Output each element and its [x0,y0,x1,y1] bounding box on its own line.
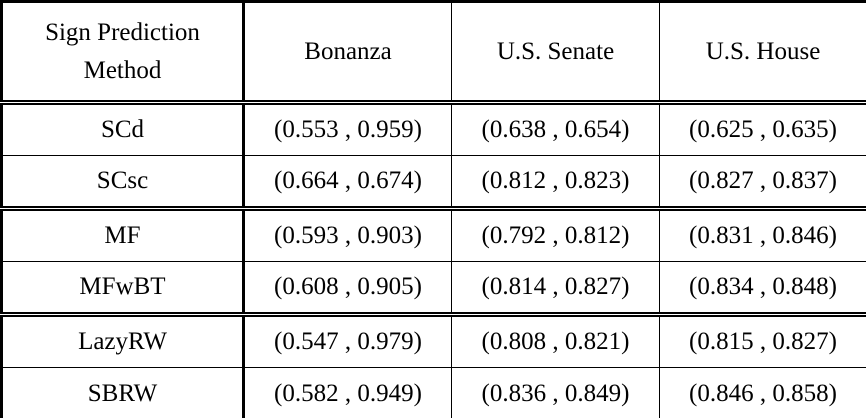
value-cell: (0.815 , 0.827) [659,314,866,368]
value-cell: (0.608 , 0.905) [243,261,452,317]
header-dataset-us-senate: U.S. Senate [451,1,660,105]
value-cell: (0.812 , 0.823) [451,155,660,211]
table-row-scd: SCd (0.553 , 0.959) (0.638 , 0.654) (0.6… [1,102,866,156]
header-method-label: Sign Prediction Method [45,19,200,84]
value-cell: (0.792 , 0.812) [451,208,660,262]
value-cell: (0.664 , 0.674) [243,155,452,211]
header-row: Sign Prediction Method Bonanza U.S. Sena… [1,1,866,105]
table-row-mf: MF (0.593 , 0.903) (0.792 , 0.812) (0.83… [1,208,866,262]
value-cell: (0.831 , 0.846) [659,208,866,262]
table-row-lazyrw: LazyRW (0.547 , 0.979) (0.808 , 0.821) (… [1,314,866,368]
table-row-scsc: SCsc (0.664 , 0.674) (0.812 , 0.823) (0.… [1,155,866,211]
method-label: SCsc [1,155,245,211]
value-cell: (0.808 , 0.821) [451,314,660,368]
value-cell: (0.827 , 0.837) [659,155,866,211]
value-cell: (0.846 , 0.858) [659,367,866,418]
method-label: MFwBT [1,261,245,317]
value-cell: (0.836 , 0.849) [451,367,660,418]
value-cell: (0.582 , 0.949) [243,367,452,418]
header-method-column: Sign Prediction Method [1,1,245,105]
value-cell: (0.553 , 0.959) [243,102,452,156]
method-label: SCd [1,102,245,156]
table-row-sbrw: SBRW (0.582 , 0.949) (0.836 , 0.849) (0.… [1,367,866,418]
header-dataset-bonanza: Bonanza [243,1,452,105]
value-cell: (0.593 , 0.903) [243,208,452,262]
method-label: MF [1,208,245,262]
value-cell: (0.625 , 0.635) [659,102,866,156]
value-cell: (0.834 , 0.848) [659,261,866,317]
header-dataset-us-house: U.S. House [659,1,866,105]
method-label: LazyRW [1,314,245,368]
value-cell: (0.814 , 0.827) [451,261,660,317]
method-label: SBRW [1,367,245,418]
value-cell: (0.638 , 0.654) [451,102,660,156]
table-row-mfwbt: MFwBT (0.608 , 0.905) (0.814 , 0.827) (0… [1,261,866,317]
value-cell: (0.547 , 0.979) [243,314,452,368]
